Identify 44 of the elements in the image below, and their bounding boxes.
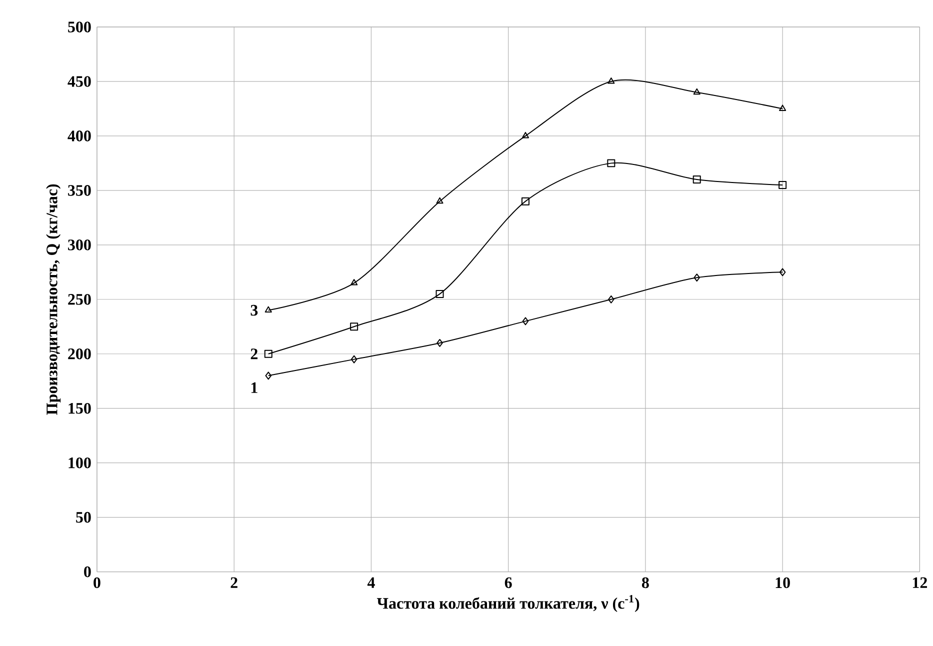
y-axis-title: Производительность, Q (кг/час): [46, 184, 61, 415]
series-label: 3: [250, 305, 258, 316]
x-tick-label: 4: [367, 577, 375, 588]
y-tick-label: 150: [68, 403, 91, 414]
y-tick-label: 450: [68, 76, 91, 87]
y-tick-label: 350: [68, 185, 91, 196]
point: [779, 104, 786, 112]
point: [350, 355, 358, 364]
point: [264, 350, 272, 358]
point: [522, 317, 529, 326]
point: [607, 159, 616, 168]
y-tick-label: 500: [68, 22, 91, 32]
y-tick-label: 0: [84, 566, 91, 578]
point: [608, 296, 614, 304]
point: [350, 279, 358, 286]
point: [779, 268, 786, 276]
y-tick-label: 400: [68, 130, 91, 142]
y-tick-label: 300: [68, 240, 91, 250]
point: [522, 132, 529, 138]
x-tick-label: 2: [230, 577, 238, 588]
x-tick-label: 12: [912, 577, 927, 588]
point: [350, 322, 358, 331]
y-tick-label: 200: [68, 348, 91, 360]
point: [436, 290, 444, 298]
point: [436, 197, 444, 204]
point: [265, 372, 272, 380]
point: [693, 88, 700, 95]
x-tick-label: 6: [504, 577, 512, 588]
y-tick-label: 100: [68, 458, 91, 468]
x-tick-label: 0: [94, 577, 100, 588]
point: [778, 181, 787, 190]
point: [436, 339, 443, 348]
series-label: 2: [250, 348, 258, 360]
point: [264, 306, 272, 313]
series-label: 1: [251, 382, 258, 394]
x-axis-title: Частота колебаний толкателя, ν (с$^{-1}$): [376, 595, 640, 612]
x-tick-label: 10: [776, 577, 790, 588]
y-tick-label: 50: [76, 512, 91, 523]
y-tick-label: 250: [68, 294, 91, 305]
point: [521, 197, 530, 206]
point: [694, 274, 700, 282]
point: [692, 176, 701, 184]
x-tick-label: 8: [642, 577, 649, 588]
point: [608, 78, 615, 84]
